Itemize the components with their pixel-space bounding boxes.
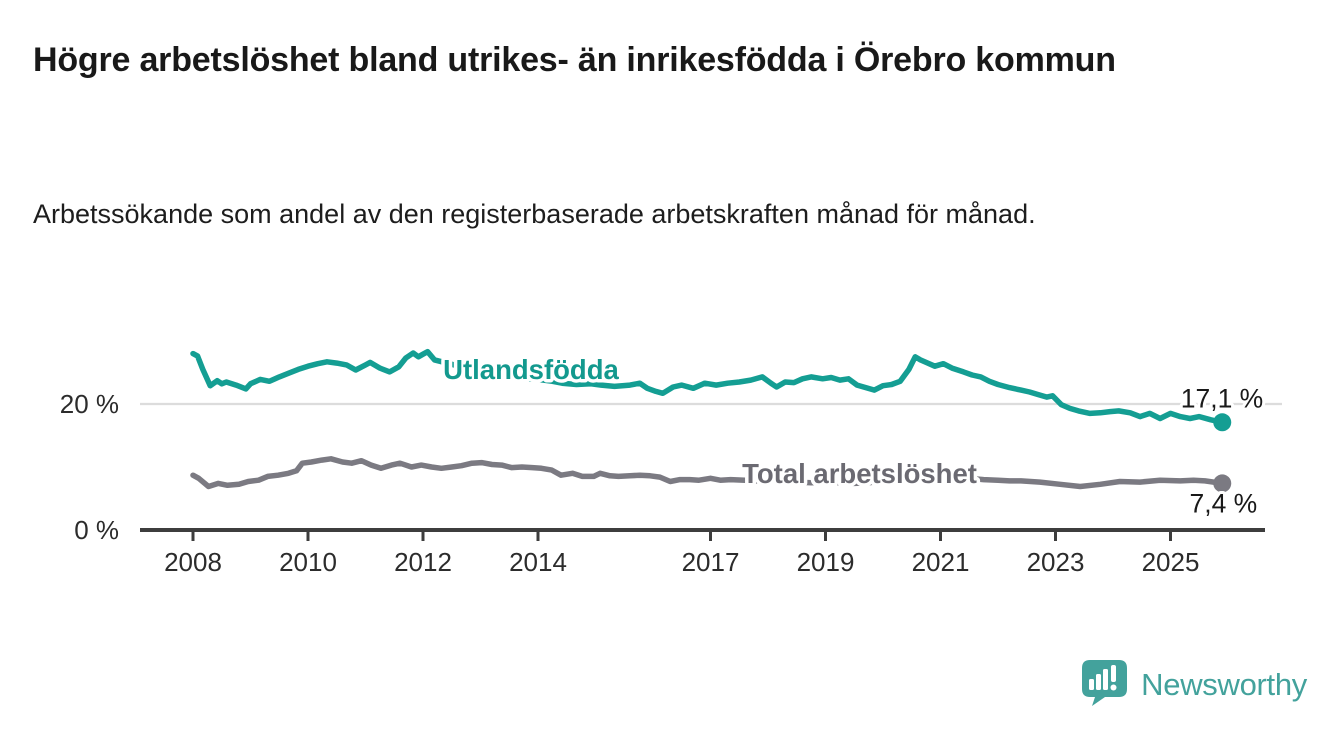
- series-label-total: Total arbetslöshet: [742, 458, 977, 489]
- series-end-value-label-total: 7,4 %: [1189, 488, 1257, 518]
- newsworthy-bar-chart-bubble-icon: [1082, 660, 1128, 706]
- series-end-value-label-utlandsfodda: 17,1 %: [1181, 383, 1264, 413]
- series-end-dot-total: [1213, 474, 1232, 493]
- x-axis-tick-label: 2023: [1027, 547, 1085, 577]
- chart-subtitle: Arbetssökande som andel av den registerb…: [33, 199, 1036, 229]
- x-axis-tick-label: 2019: [797, 547, 855, 577]
- chart-title: Högre arbetslöshet bland utrikes- än inr…: [33, 41, 1116, 79]
- x-axis-tick-label: 2025: [1142, 547, 1200, 577]
- series-line-total: [190, 456, 1226, 490]
- series-line-utlandsfodda: [190, 348, 1226, 426]
- x-axis-tick-label: 2010: [279, 547, 337, 577]
- newsworthy-logo: Newsworthy: [1081, 659, 1307, 706]
- x-axis-tick-label: 2008: [164, 547, 222, 577]
- series-label-utlandsfodda: Utlandsfödda: [443, 354, 619, 385]
- x-axis-tick-label: 2012: [394, 547, 452, 577]
- x-axis-tick-label: 2017: [682, 547, 740, 577]
- series-end-dot-utlandsfodda: [1213, 413, 1232, 432]
- y-axis-tick-label: 20 %: [60, 389, 119, 419]
- x-axis-tick-label: 2021: [912, 547, 970, 577]
- newsworthy-logo-text: Newsworthy: [1141, 667, 1307, 702]
- y-axis-tick-label: 0 %: [74, 515, 119, 545]
- x-axis-tick-label: 2014: [509, 547, 567, 577]
